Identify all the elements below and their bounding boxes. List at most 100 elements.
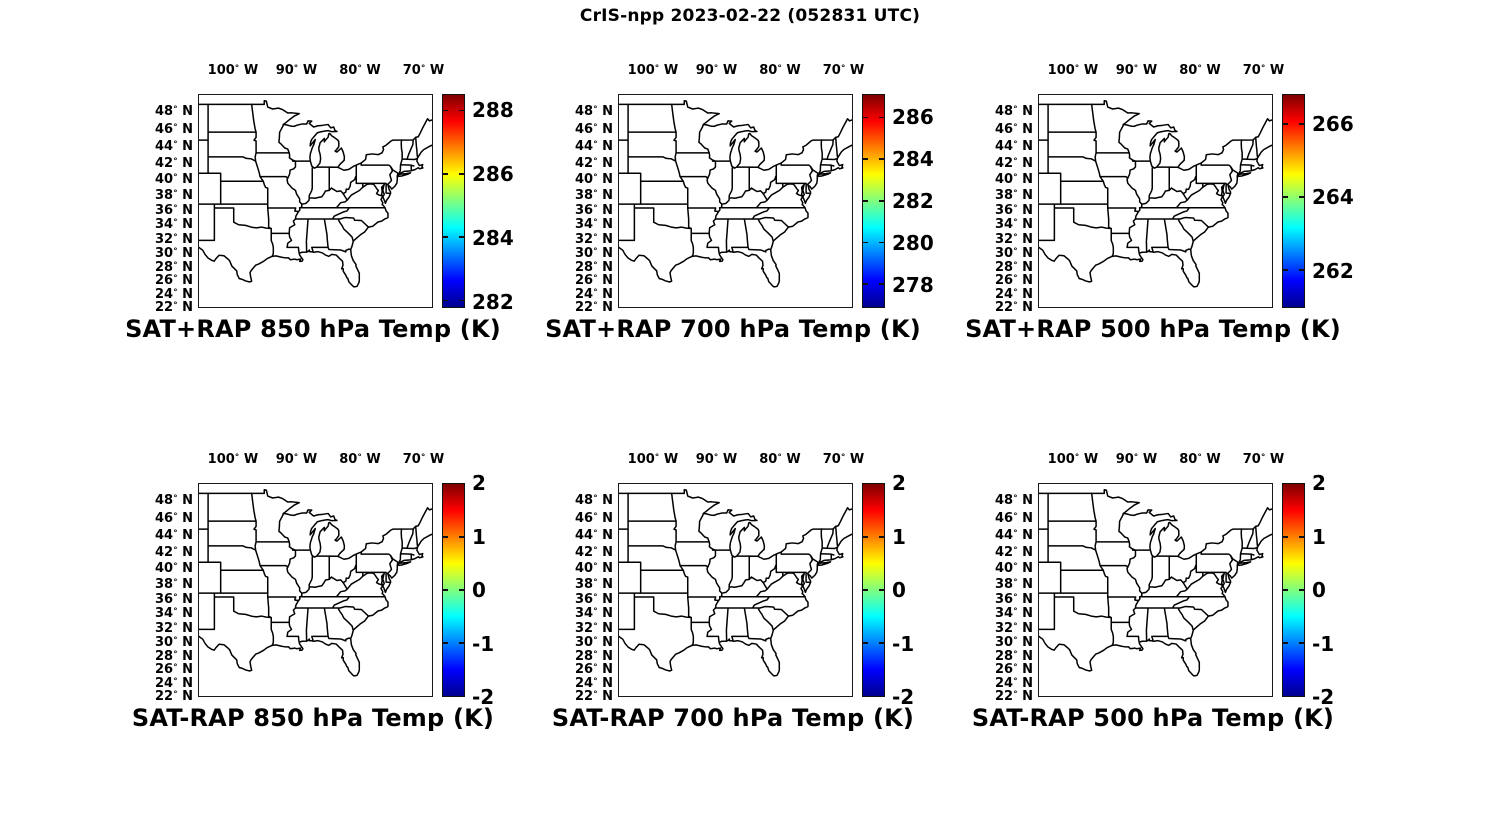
- latitude-tick-label: 24° N: [121, 286, 193, 302]
- colorbar-gradient: [863, 484, 884, 696]
- latitude-tick-label: 32° N: [541, 620, 613, 636]
- latitude-hemisphere: N: [182, 122, 193, 138]
- latitude-tick-label: 46° N: [961, 123, 1033, 137]
- longitude-value: 80: [759, 63, 778, 78]
- latitude-value: 22: [994, 300, 1014, 315]
- latitude-hemisphere: N: [182, 139, 193, 155]
- longitude-tick-label: 90° W: [1116, 452, 1157, 468]
- latitude-hemisphere: N: [602, 620, 613, 636]
- latitude-hemisphere: N: [182, 202, 193, 218]
- latitude-tick-label: 22° N: [541, 690, 613, 704]
- longitude-tick-label: 70° W: [823, 63, 864, 79]
- latitude-value: 46: [574, 122, 594, 138]
- latitude-hemisphere: N: [602, 591, 613, 607]
- latitude-tick-label: 38° N: [121, 187, 193, 203]
- latitude-tick-label: 28° N: [961, 259, 1033, 275]
- latitude-tick-label: 26° N: [121, 663, 193, 677]
- latitude-tick-label: 36° N: [541, 591, 613, 607]
- latitude-tick-label: 44° N: [121, 140, 193, 154]
- latitude-tick-label: 30° N: [961, 247, 1033, 261]
- latitude-value: 34: [994, 217, 1014, 233]
- degree-symbol: °: [173, 676, 178, 687]
- map-frame: [1038, 483, 1273, 697]
- latitude-hemisphere: N: [602, 560, 613, 576]
- colorbar-tick-mark: [1299, 642, 1304, 644]
- latitude-value: 26: [154, 273, 174, 289]
- latitude-hemisphere: N: [1022, 544, 1033, 560]
- colorbar-tick-mark: [1283, 642, 1288, 644]
- colorbar-tick-mark: [1283, 269, 1288, 272]
- degree-symbol: °: [593, 649, 598, 660]
- latitude-hemisphere: N: [182, 187, 193, 203]
- colorbar-tick-label: 0: [472, 578, 486, 602]
- colorbar-tick-mark: [863, 200, 868, 202]
- latitude-value: 38: [994, 576, 1014, 592]
- latitude-hemisphere: N: [1022, 511, 1033, 527]
- degree-symbol: °: [713, 453, 719, 463]
- degree-symbol: °: [173, 577, 178, 588]
- colorbar-tick-mark: [863, 589, 868, 591]
- degree-symbol: °: [593, 188, 598, 199]
- latitude-value: 28: [154, 648, 174, 664]
- map-panel-sat-plus-rap-500: 100° W 90° W 80° W 70° W 48° N 46° N 44° N 42°…: [958, 55, 1378, 355]
- colorbar-tick-label: -1: [1312, 631, 1335, 656]
- latitude-hemisphere: N: [1022, 286, 1033, 302]
- degree-symbol: °: [234, 64, 240, 74]
- latitude-tick-label: 28° N: [541, 260, 613, 275]
- degree-symbol: °: [173, 140, 178, 151]
- latitude-value: 40: [154, 171, 174, 187]
- longitude-value: 70: [402, 452, 421, 467]
- latitude-hemisphere: N: [1022, 246, 1033, 262]
- latitude-tick-label: 32° N: [961, 621, 1033, 636]
- degree-symbol: °: [1197, 64, 1202, 74]
- longitude-tick-label: 80° W: [339, 452, 380, 468]
- latitude-value: 26: [574, 273, 594, 289]
- latitude-hemisphere: N: [602, 648, 613, 664]
- longitude-tick-label: 90° W: [276, 452, 317, 468]
- colorbar-gradient: [443, 95, 464, 307]
- longitude-value: 80: [1179, 63, 1198, 78]
- latitude-value: 46: [154, 122, 174, 138]
- latitude-hemisphere: N: [1022, 231, 1033, 247]
- longitude-tick-label: 100° W: [628, 452, 679, 468]
- longitude-tick-label: 100° W: [1048, 63, 1099, 79]
- latitude-value: 44: [574, 528, 594, 544]
- latitude-hemisphere: N: [1022, 606, 1033, 622]
- colorbar: [862, 483, 885, 697]
- degree-symbol: °: [593, 105, 598, 116]
- latitude-tick-label: 46° N: [541, 512, 613, 526]
- degree-symbol: °: [593, 232, 598, 243]
- degree-symbol: °: [173, 260, 178, 271]
- latitude-value: 32: [994, 231, 1014, 247]
- latitude-value: 24: [154, 286, 174, 302]
- latitude-tick-label: 44° N: [541, 529, 613, 543]
- colorbar-tick-label: 284: [472, 225, 514, 250]
- latitude-hemisphere: N: [1022, 259, 1033, 275]
- latitude-tick-label: 48° N: [541, 105, 613, 119]
- longitude-hemisphere: W: [1142, 452, 1158, 467]
- latitude-value: 30: [154, 635, 174, 651]
- longitude-hemisphere: W: [429, 452, 445, 467]
- longitude-value: 80: [339, 63, 358, 78]
- degree-symbol: °: [173, 690, 178, 700]
- longitude-hemisphere: W: [302, 452, 318, 467]
- latitude-value: 36: [154, 202, 174, 218]
- latitude-hemisphere: N: [182, 662, 193, 678]
- latitude-tick-label: 30° N: [961, 636, 1033, 650]
- degree-symbol: °: [1074, 453, 1080, 463]
- longitude-value: 90: [1115, 452, 1134, 467]
- colorbar-tick-mark: [879, 200, 884, 202]
- latitude-tick-label: 42° N: [121, 156, 193, 171]
- colorbar-tick-mark: [1283, 589, 1288, 591]
- colorbar-tick-mark: [879, 158, 884, 161]
- degree-symbol: °: [593, 247, 598, 258]
- degree-symbol: °: [1013, 123, 1018, 134]
- latitude-value: 42: [574, 155, 594, 171]
- degree-symbol: °: [1013, 636, 1018, 647]
- latitude-tick-label: 28° N: [961, 649, 1033, 664]
- panel-caption: SAT-RAP 850 hPa Temp (K): [131, 704, 495, 732]
- latitude-value: 28: [994, 259, 1014, 275]
- latitude-hemisphere: N: [182, 300, 193, 315]
- degree-symbol: °: [173, 529, 178, 540]
